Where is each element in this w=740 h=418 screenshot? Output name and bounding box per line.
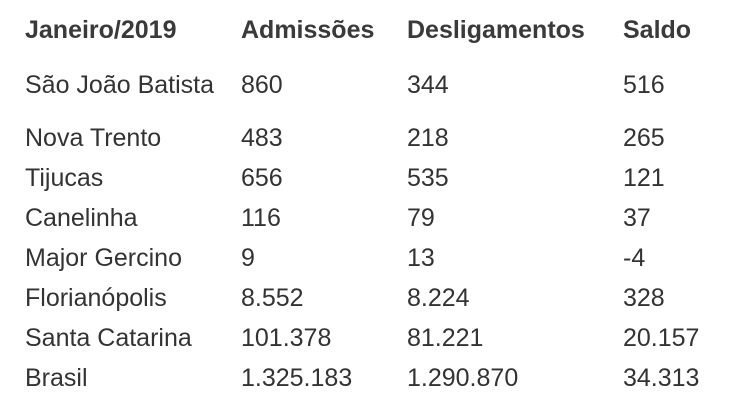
employment-table: Janeiro/2019 Admissões Desligamentos Sal… (23, 8, 731, 398)
table-row: Major Gercino 9 13 -4 (23, 238, 731, 278)
cell-admissoes: 483 (241, 124, 283, 152)
table-row: Tijucas 656 535 121 (23, 158, 731, 198)
cell-desligamentos: 535 (407, 164, 449, 192)
cell-local: Santa Catarina (25, 324, 192, 352)
table-row: Santa Catarina 101.378 81.221 20.157 (23, 318, 731, 358)
cell-local: Major Gercino (25, 244, 182, 272)
table-row: São João Batista 860 344 516 (23, 52, 731, 118)
cell-desligamentos: 344 (407, 71, 449, 99)
cell-local: Florianópolis (25, 284, 167, 312)
cell-saldo: 516 (623, 71, 665, 99)
cell-desligamentos: 1.290.870 (407, 364, 519, 392)
table-row: Canelinha 116 79 37 (23, 198, 731, 238)
cell-saldo: 37 (623, 204, 651, 232)
table-body: São João Batista 860 344 516 Nova Trento… (23, 52, 731, 398)
cell-admissoes: 656 (241, 164, 283, 192)
cell-saldo: -4 (623, 244, 646, 272)
cell-saldo: 265 (623, 124, 665, 152)
table-row: Brasil 1.325.183 1.290.870 34.313 (23, 358, 731, 398)
header-period: Janeiro/2019 (25, 15, 177, 44)
table-header: Janeiro/2019 Admissões Desligamentos Sal… (23, 8, 731, 52)
cell-desligamentos: 13 (407, 244, 435, 272)
cell-local: Canelinha (25, 204, 138, 232)
cell-admissoes: 8.552 (241, 284, 304, 312)
cell-saldo: 20.157 (623, 324, 700, 352)
cell-desligamentos: 218 (407, 124, 449, 152)
cell-desligamentos: 8.224 (407, 284, 470, 312)
header-admissoes: Admissões (241, 15, 375, 44)
cell-desligamentos: 81.221 (407, 324, 484, 352)
cell-local: Tijucas (25, 164, 104, 192)
cell-admissoes: 9 (241, 244, 255, 272)
cell-admissoes: 116 (241, 204, 281, 232)
cell-admissoes: 860 (241, 71, 283, 99)
cell-local: Nova Trento (25, 124, 162, 152)
cell-admissoes: 101.378 (241, 324, 332, 352)
cell-desligamentos: 79 (407, 204, 435, 232)
cell-saldo: 121 (623, 164, 665, 192)
cell-local: Brasil (25, 364, 88, 392)
table-row: Nova Trento 483 218 265 (23, 118, 731, 158)
cell-saldo: 328 (623, 284, 665, 312)
table-row: Florianópolis 8.552 8.224 328 (23, 278, 731, 318)
cell-saldo: 34.313 (623, 364, 700, 392)
header-row: Janeiro/2019 Admissões Desligamentos Sal… (23, 8, 731, 52)
header-saldo: Saldo (623, 15, 692, 44)
cell-admissoes: 1.325.183 (241, 364, 353, 392)
cell-local: São João Batista (25, 70, 215, 99)
header-desligamentos: Desligamentos (407, 15, 585, 44)
